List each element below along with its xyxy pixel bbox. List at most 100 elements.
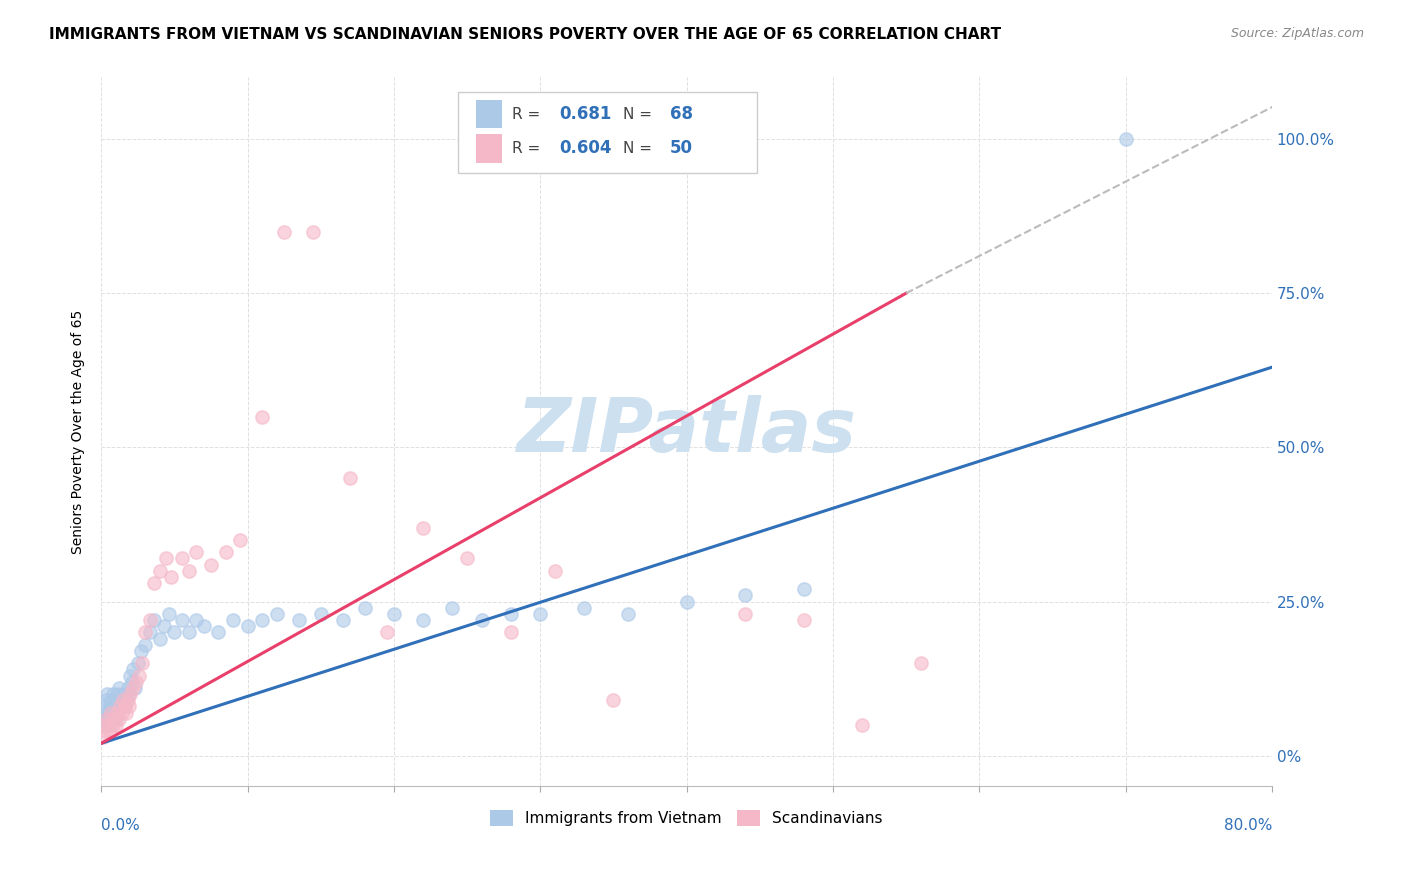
Point [163, 625, 186, 640]
Point [107, 712, 129, 726]
Point [134, 638, 156, 652]
Point [107, 681, 129, 695]
Point [193, 619, 215, 633]
Text: N =: N = [623, 107, 657, 122]
Point [309, 607, 332, 621]
Point [186, 545, 208, 559]
Point [105, 687, 128, 701]
Text: R =: R = [512, 141, 546, 156]
Point [127, 656, 149, 670]
Point [382, 607, 405, 621]
Point [115, 693, 138, 707]
Point [112, 687, 135, 701]
Point [114, 699, 136, 714]
Point [110, 699, 132, 714]
Point [266, 607, 288, 621]
Point [97, 706, 120, 720]
Point [153, 619, 176, 633]
Point [851, 718, 873, 732]
Point [97, 718, 120, 732]
Point [101, 718, 124, 732]
Point [112, 693, 135, 707]
Point [250, 409, 273, 424]
Point [177, 564, 200, 578]
Text: 0.0%: 0.0% [101, 818, 141, 833]
Text: 50: 50 [671, 139, 693, 157]
Point [118, 687, 141, 701]
Point [103, 706, 125, 720]
Point [471, 613, 494, 627]
Point [104, 712, 127, 726]
Point [734, 607, 756, 621]
Point [94, 693, 117, 707]
Point [111, 706, 134, 720]
Point [499, 607, 522, 621]
Point [499, 625, 522, 640]
Point [142, 613, 165, 627]
Point [617, 607, 640, 621]
Point [91, 718, 114, 732]
Legend: Immigrants from Vietnam, Scandinavians: Immigrants from Vietnam, Scandinavians [484, 804, 889, 832]
Point [124, 681, 146, 695]
Point [229, 533, 252, 547]
Point [441, 600, 464, 615]
Point [117, 693, 139, 707]
Point [96, 687, 118, 701]
Point [412, 613, 434, 627]
Point [250, 613, 273, 627]
Point [149, 632, 172, 646]
Point [100, 693, 122, 707]
Text: IMMIGRANTS FROM VIETNAM VS SCANDINAVIAN SENIORS POVERTY OVER THE AGE OF 65 CORRE: IMMIGRANTS FROM VIETNAM VS SCANDINAVIAN … [49, 27, 1001, 42]
Point [110, 699, 132, 714]
Point [93, 718, 115, 732]
Point [207, 625, 229, 640]
Point [155, 551, 177, 566]
Point [793, 613, 815, 627]
Text: 0.604: 0.604 [560, 139, 612, 157]
Text: N =: N = [623, 141, 657, 156]
Point [120, 668, 142, 682]
Point [104, 693, 127, 707]
Point [117, 681, 139, 695]
Point [200, 558, 222, 572]
Point [96, 712, 118, 726]
Point [111, 693, 134, 707]
Point [456, 551, 478, 566]
Point [910, 656, 932, 670]
Point [93, 712, 115, 726]
Text: R =: R = [512, 107, 546, 122]
Point [157, 607, 180, 621]
Text: 68: 68 [671, 105, 693, 123]
Point [118, 699, 141, 714]
Point [98, 724, 121, 739]
Point [170, 551, 193, 566]
Point [129, 644, 152, 658]
Point [96, 712, 118, 726]
Point [734, 588, 756, 602]
Point [287, 613, 309, 627]
Point [122, 681, 145, 695]
Point [222, 613, 245, 627]
Point [101, 687, 124, 701]
Text: Source: ZipAtlas.com: Source: ZipAtlas.com [1230, 27, 1364, 40]
Point [138, 613, 160, 627]
Point [115, 706, 138, 720]
Point [138, 625, 160, 640]
Point [353, 600, 375, 615]
Point [273, 225, 295, 239]
Point [128, 668, 150, 682]
Bar [475, 100, 502, 128]
Y-axis label: Seniors Poverty Over the Age of 65: Seniors Poverty Over the Age of 65 [72, 310, 86, 554]
Text: 80.0%: 80.0% [1223, 818, 1272, 833]
Bar [475, 134, 502, 162]
Point [375, 625, 398, 640]
Point [214, 545, 236, 559]
Point [98, 712, 121, 726]
Point [186, 613, 208, 627]
Point [1115, 132, 1137, 146]
Point [101, 712, 124, 726]
FancyBboxPatch shape [458, 92, 756, 173]
Point [114, 699, 136, 714]
Point [122, 662, 145, 676]
Point [544, 564, 567, 578]
